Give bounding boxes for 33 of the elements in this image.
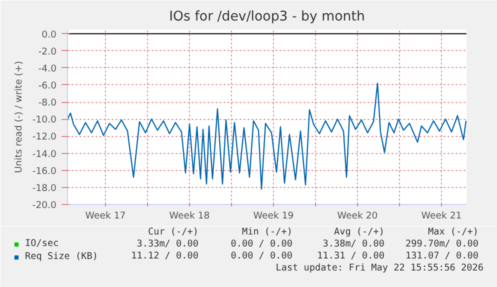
y-tick-label: -14.0	[32, 148, 57, 160]
y-tick-label: -4.0	[38, 63, 57, 74]
legend-label: Req Size (KB)	[25, 251, 98, 262]
text: Min (-/+)	[242, 226, 293, 238]
y-tick-label: -18.0	[32, 182, 57, 194]
text: Max (-/+)	[428, 226, 479, 238]
y-tick-label: -20.0	[32, 200, 57, 211]
y-tick-label: -10.0	[32, 114, 57, 126]
text: 3.33m/ 0.00	[136, 238, 199, 250]
y-tick-label: -6.0	[38, 80, 57, 92]
y-tick-label: -2.0	[38, 46, 57, 58]
x-tick-label: Week 19	[253, 210, 294, 222]
text: 299.70m/ 0.00	[405, 238, 479, 250]
y-axis-title: Units read (-) / write (+)	[13, 60, 24, 174]
text: Cur (-/+)	[148, 226, 199, 238]
x-tick-label: Week 18	[169, 210, 210, 222]
x-tick-label: Week 17	[85, 210, 126, 222]
text: Avg (-/+)	[334, 226, 385, 238]
legend-label: IO/sec	[25, 238, 59, 249]
y-tick-label: -12.0	[32, 132, 57, 143]
chart-title: IOs for /dev/loop3 - by month	[169, 10, 365, 24]
y-tick-label: 0.0	[42, 29, 57, 40]
x-tick-label: Week 21	[421, 210, 462, 222]
text: 0.00 / 0.00	[230, 238, 293, 250]
text: 3.38m/ 0.00	[322, 238, 385, 250]
y-tick-label: -8.0	[38, 98, 57, 109]
text: 131.07 / 0.00	[405, 250, 479, 262]
text: 11.12 / 0.00	[131, 250, 199, 262]
text: Last update: Fri May 22 15:55:56 2026	[276, 262, 484, 274]
y-tick-label: -16.0	[32, 166, 57, 177]
text: 0.00 / 0.00	[230, 250, 293, 262]
text: 11.31 / 0.00	[317, 250, 385, 262]
x-tick-label: Week 20	[337, 210, 378, 222]
